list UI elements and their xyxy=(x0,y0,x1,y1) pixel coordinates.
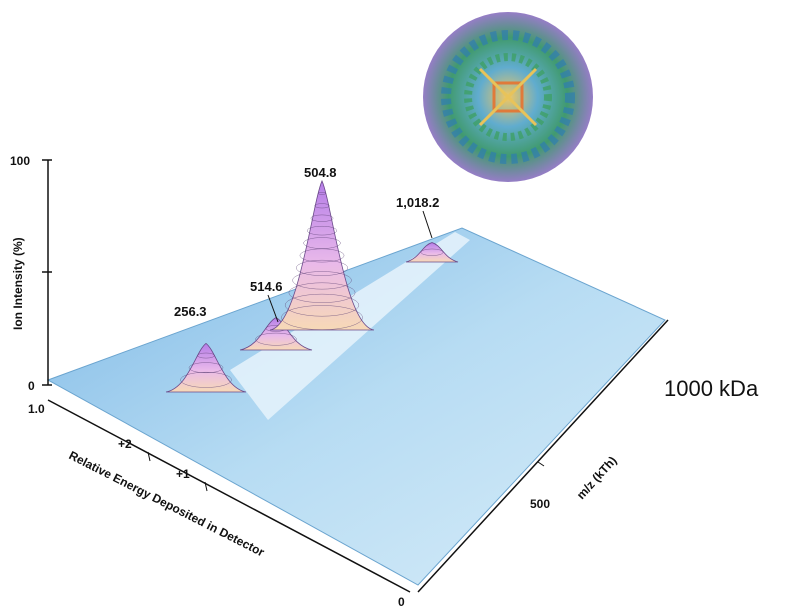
peak-contour xyxy=(318,192,326,195)
peak-label-256: 256.3 xyxy=(174,304,207,319)
x-axis-label: m/z (kTh) xyxy=(574,453,620,502)
peak-contour xyxy=(314,203,330,209)
capsid-structure-image xyxy=(423,12,593,182)
peak-leader-514 xyxy=(267,294,279,323)
x-axis-line xyxy=(417,319,669,593)
peaks-group xyxy=(165,179,459,393)
peak-label-1018: 1,018.2 xyxy=(396,195,439,210)
peak-contour xyxy=(180,371,232,388)
mass-annotation: 1000 kDa xyxy=(664,376,759,401)
z-axis-label: Ion Intensity (%) xyxy=(11,237,25,330)
peak-contour xyxy=(295,259,349,276)
peak-contour xyxy=(288,282,356,303)
y-axis-line xyxy=(47,399,411,593)
peak-contour xyxy=(284,293,360,317)
z-tick-100: 100 xyxy=(10,154,30,168)
z-tick-0: 0 xyxy=(28,379,35,393)
peak-contour xyxy=(197,352,215,359)
y-tick-mark xyxy=(147,451,151,462)
peak-contour xyxy=(255,332,297,346)
peak-contour xyxy=(310,214,334,222)
x-tick-mark xyxy=(537,461,545,467)
surface-plane xyxy=(46,227,666,586)
peak-label-504: 504.8 xyxy=(304,165,337,180)
y-tick-plus1: +1 xyxy=(176,467,190,481)
peak-10182 xyxy=(405,242,459,263)
peak-contour xyxy=(188,362,224,374)
y-tick-1-0: 1.0 xyxy=(28,402,45,416)
peak-5048 xyxy=(269,179,375,331)
y-tick-mark xyxy=(204,481,208,492)
peak-contour xyxy=(281,305,363,330)
peak-label-514: 514.6 xyxy=(250,279,283,294)
peak-contour xyxy=(307,225,337,236)
peak-contour xyxy=(299,248,345,263)
y-tick-0: 0 xyxy=(398,595,405,609)
peak-contour xyxy=(292,271,352,290)
peak-2563 xyxy=(165,342,247,393)
peak-contour xyxy=(420,248,444,256)
y-tick-plus2: +2 xyxy=(118,437,132,451)
x-tick-500: 500 xyxy=(530,497,550,511)
peak-leader-1018 xyxy=(422,210,433,239)
peak-contour xyxy=(303,237,341,249)
